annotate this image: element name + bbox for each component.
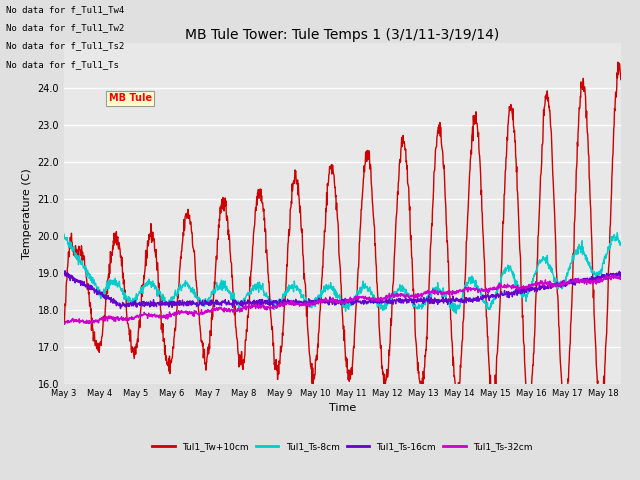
- Text: No data for f_Tul1_Tw4: No data for f_Tul1_Tw4: [6, 5, 125, 14]
- Text: No data for f_Tul1_Tw2: No data for f_Tul1_Tw2: [6, 23, 125, 32]
- Legend: Tul1_Tw+10cm, Tul1_Ts-8cm, Tul1_Ts-16cm, Tul1_Ts-32cm: Tul1_Tw+10cm, Tul1_Ts-8cm, Tul1_Ts-16cm,…: [148, 438, 536, 455]
- Text: No data for f_Tul1_Ts: No data for f_Tul1_Ts: [6, 60, 119, 69]
- Y-axis label: Temperature (C): Temperature (C): [22, 168, 32, 259]
- Text: No data for f_Tul1_Ts2: No data for f_Tul1_Ts2: [6, 41, 125, 50]
- Text: MB Tule: MB Tule: [109, 93, 152, 103]
- Title: MB Tule Tower: Tule Temps 1 (3/1/11-3/19/14): MB Tule Tower: Tule Temps 1 (3/1/11-3/19…: [185, 28, 500, 42]
- X-axis label: Time: Time: [329, 403, 356, 413]
